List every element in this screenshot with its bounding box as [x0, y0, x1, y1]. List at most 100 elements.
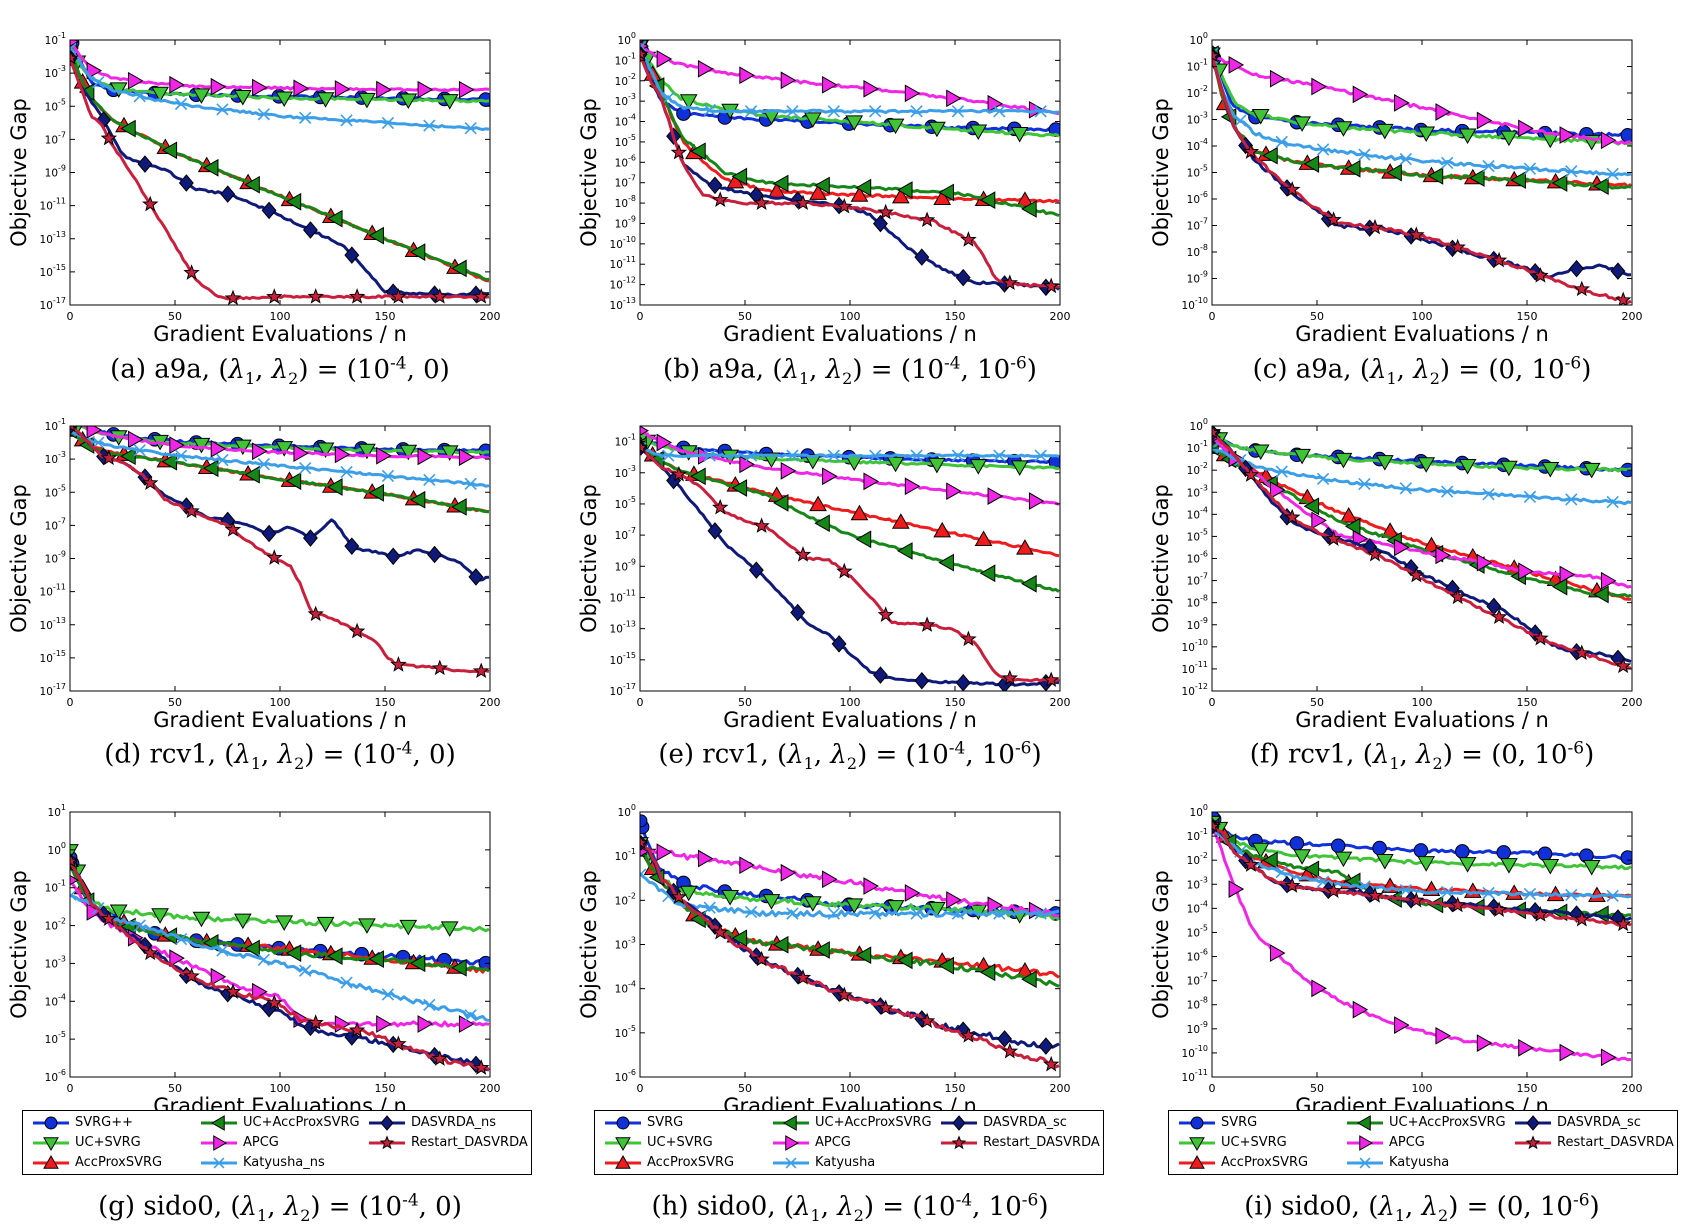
x-tick-label: 0 [1209, 310, 1216, 323]
plot-area [70, 844, 490, 1075]
legend-i: SVRG UC+AccProxSVRG DASVRDA_sc UC+SVRG APCG R… [1168, 1110, 1678, 1175]
series-restart [70, 426, 490, 679]
marker-ucacc [814, 176, 830, 195]
y-tick-label: 10-3 [45, 64, 66, 80]
marker-ucsvrg [1334, 121, 1353, 137]
chart-panel-a: 0 50 100 150 200 10-1 10-3 10-5 10-7 10-9 10-11 10-… [7, 31, 501, 346]
caption-label: (d) [104, 739, 142, 770]
marker-restart [794, 969, 812, 985]
legend-label: DASVRDA_sc [1557, 1115, 1641, 1130]
legend-entry-svrg: SVRG [1177, 1114, 1342, 1132]
marker-ucsvrg [886, 118, 905, 135]
panel-caption-g: (g) sido0, (λ1, λ2) = (10-4, 0) [40, 1190, 520, 1225]
y-tick-label: 10-3 [1187, 875, 1208, 891]
marker-apcg [334, 445, 351, 464]
marker-ucsvrg [969, 124, 988, 141]
series-line-restart [640, 446, 1060, 683]
marker-ucsvrg [275, 441, 294, 457]
marker-restart [1284, 180, 1301, 197]
legend-entry-restart: Restart_DASVRDA [939, 1134, 1104, 1152]
panel-caption-f: (f) rcv1, (λ1, λ2) = (0, 10-6) [1182, 738, 1662, 773]
marker-ucsvrg [399, 444, 418, 461]
marker-ucacc [1427, 167, 1444, 185]
marker-katy [662, 91, 675, 105]
x-tick-label: 100 [840, 1082, 861, 1095]
series-katy [640, 868, 1060, 920]
marker-restart [753, 517, 770, 533]
series-ucacc [70, 40, 489, 281]
marker-restart [1408, 226, 1425, 243]
marker-ucacc [731, 479, 748, 497]
marker-ucsvrg [440, 921, 459, 937]
legend-marker [1356, 1115, 1371, 1131]
marker-ucacc [368, 226, 384, 245]
marker-apcg [127, 430, 144, 449]
marker-restart [1042, 1055, 1060, 1072]
marker-restart [100, 449, 118, 466]
marker-katy [1275, 865, 1288, 879]
marker-katy [1441, 485, 1454, 498]
marker-restart [1366, 887, 1384, 903]
marker-apcg [252, 442, 268, 461]
marker-acc [1016, 539, 1034, 555]
legend-entry-acc: AccProxSVRG [1177, 1154, 1342, 1172]
marker-katy [1482, 159, 1495, 173]
marker-katy [786, 105, 799, 118]
marker-apcg [904, 477, 921, 496]
plot-area [70, 40, 490, 305]
series-katy [70, 42, 490, 135]
marker-das [344, 246, 360, 264]
caption-lambda: (λ1, λ2) = (10-4, 0) [218, 353, 450, 388]
series-restart [70, 50, 490, 305]
y-tick-label: 10-10 [1182, 638, 1208, 654]
panel-caption-e: (e) rcv1, (λ1, λ2) = (10-4, 10-6) [610, 738, 1090, 773]
marker-katy [827, 105, 840, 118]
marker-ucacc [979, 564, 996, 583]
marker-katy [993, 105, 1006, 118]
marker-restart [1212, 426, 1221, 439]
marker-katy [133, 90, 146, 103]
marker-katy [640, 40, 647, 52]
marker-ucacc [1021, 970, 1037, 989]
y-axis-label: Objective Gap [577, 98, 601, 247]
marker-das [955, 673, 971, 691]
legend-label: Restart_DASVRDA [411, 1135, 528, 1150]
series-line-restart [640, 841, 1060, 1069]
marker-katy [174, 97, 188, 111]
legend-swatch [1179, 1137, 1215, 1152]
marker-restart [1614, 291, 1632, 305]
marker-katy [92, 75, 105, 89]
y-tick-label: 10-15 [610, 651, 636, 667]
marker-das [178, 174, 194, 192]
marker-katy [1565, 165, 1578, 178]
legend-label: SVRG++ [75, 1115, 134, 1130]
marker-apcg [376, 80, 392, 99]
marker-svrg [1372, 840, 1387, 856]
marker-ucsvrg [1251, 108, 1270, 125]
legend-marker [1525, 1135, 1541, 1150]
marker-acc [1016, 191, 1034, 207]
y-tick-label: 10-11 [40, 197, 66, 213]
legend-swatch [1347, 1115, 1383, 1131]
legend-marker [615, 1137, 631, 1152]
marker-katy [910, 449, 923, 462]
x-axis-label: Gradient Evaluations / n [153, 708, 407, 732]
y-tick-label: 101 [48, 803, 66, 819]
marker-ucacc [1303, 155, 1320, 173]
marker-das [137, 155, 153, 173]
marker-ucsvrg [1293, 116, 1311, 132]
caption-lambda: (λ1, λ2) = (0, 10-6) [1362, 738, 1595, 773]
marker-restart [1573, 280, 1591, 297]
marker-ucsvrg [803, 453, 822, 470]
series-apcg [1212, 50, 1631, 150]
y-axis-label: Objective Gap [7, 484, 31, 633]
marker-ucacc [731, 167, 748, 186]
marker-das [261, 524, 277, 543]
series-line-restart [1212, 825, 1632, 927]
x-tick-label: 0 [1209, 1082, 1216, 1095]
legend-marker [616, 1116, 630, 1130]
marker-restart [183, 502, 200, 519]
marker-restart [266, 549, 283, 565]
legend-marker [1526, 1115, 1540, 1131]
marker-restart [918, 211, 936, 228]
